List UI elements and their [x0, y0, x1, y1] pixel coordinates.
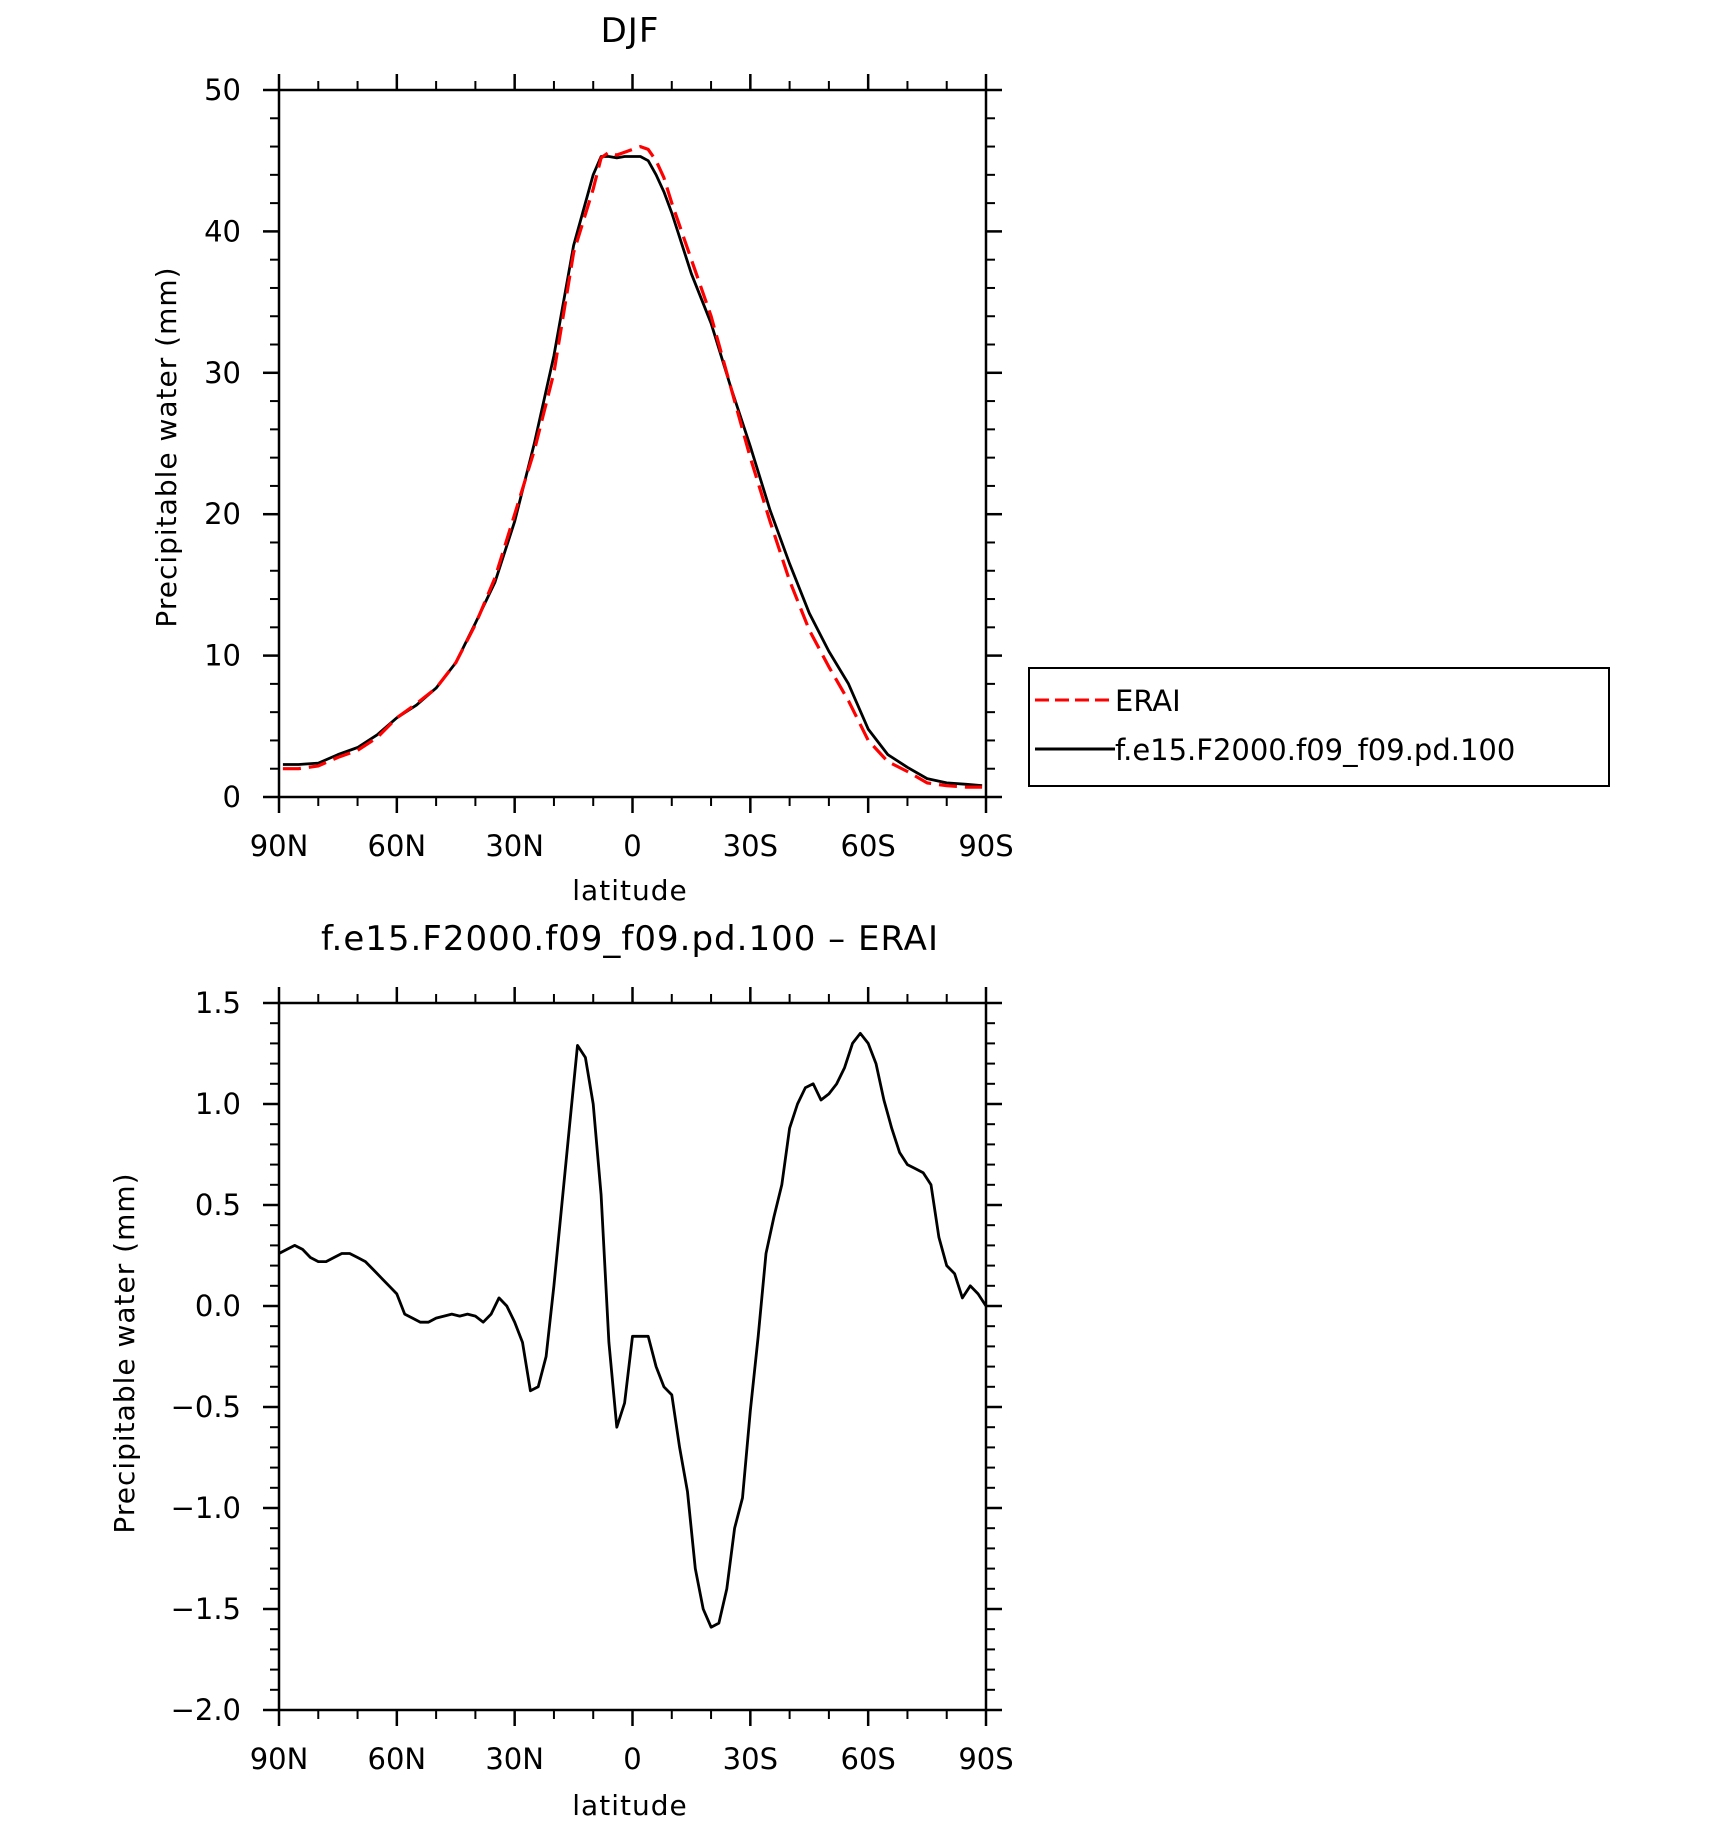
y-axis-label: Precipitable water (mm): [108, 1172, 141, 1533]
y-tick-label: 0.0: [195, 1289, 241, 1323]
chart-title: f.e15.F2000.f09_f09.pd.100 – ERAI: [321, 919, 939, 959]
series-line-0: [282, 145, 983, 789]
plot-area: 90N 60N 30N 0 30S 60S 90S 0 10 20 30 40 50: [204, 73, 1014, 863]
y-tick-label: 1.0: [195, 1087, 241, 1121]
plot-area: 90N 60N 30N 0 30S 60S 90S −2.0 −1.5 −1.0 −0.5 0.0 0.…: [171, 986, 1014, 1776]
legend-label-0: ERAI: [1115, 684, 1181, 718]
plot-frame: [277, 88, 988, 799]
x-tick-label: 30N: [485, 1742, 544, 1776]
y-tick-label: −1.0: [171, 1491, 241, 1525]
x-tick-label: 60S: [841, 1742, 896, 1776]
series-line-0: [279, 1031, 986, 1629]
y-tick-label: 10: [204, 639, 241, 673]
x-tick-label: 90N: [250, 1742, 309, 1776]
x-axis-label: latitude: [572, 874, 687, 907]
x-tick-label: 60N: [368, 1742, 427, 1776]
x-tick-label: 30S: [723, 829, 778, 863]
y-tick-label: −0.5: [171, 1390, 241, 1424]
plot-frame: [277, 1001, 988, 1712]
x-tick-label: 0: [623, 1742, 641, 1776]
y-tick-label: −2.0: [171, 1693, 241, 1727]
y-tick-label: 1.5: [195, 986, 241, 1020]
y-tick-label: 0.5: [195, 1188, 241, 1222]
legend: ERAI f.e15.F2000.f09_f09.pd.100: [1028, 667, 1610, 787]
x-tick-label: 30S: [723, 1742, 778, 1776]
x-tick-label: 90N: [250, 829, 309, 863]
x-axis-label: latitude: [572, 1789, 687, 1822]
x-tick-label: 30N: [485, 829, 544, 863]
y-tick-label: 20: [204, 497, 241, 531]
djf-chart: DJF 90N 60N 30N 0 30S 60S 90S 0 10 20 30 40 50 latit…: [150, 11, 1610, 907]
y-tick-label: 40: [204, 214, 241, 248]
x-tick-label: 60S: [841, 829, 896, 863]
y-tick-label: 0: [223, 780, 241, 814]
x-tick-label: 0: [623, 829, 641, 863]
difference-chart: f.e15.F2000.f09_f09.pd.100 – ERAI 90N 60N…: [108, 919, 1014, 1822]
y-tick-label: −1.5: [171, 1592, 241, 1626]
x-tick-label: 90S: [958, 829, 1013, 863]
x-tick-label: 90S: [958, 1742, 1013, 1776]
y-tick-label: 30: [204, 356, 241, 390]
y-tick-label: 50: [204, 73, 241, 107]
chart-title: DJF: [601, 11, 660, 51]
legend-label-1: f.e15.F2000.f09_f09.pd.100: [1115, 733, 1515, 767]
y-axis-label: Precipitable water (mm): [150, 266, 183, 627]
series-line-1: [282, 155, 983, 788]
legend-box: [1028, 667, 1610, 787]
x-tick-label: 60N: [368, 829, 427, 863]
